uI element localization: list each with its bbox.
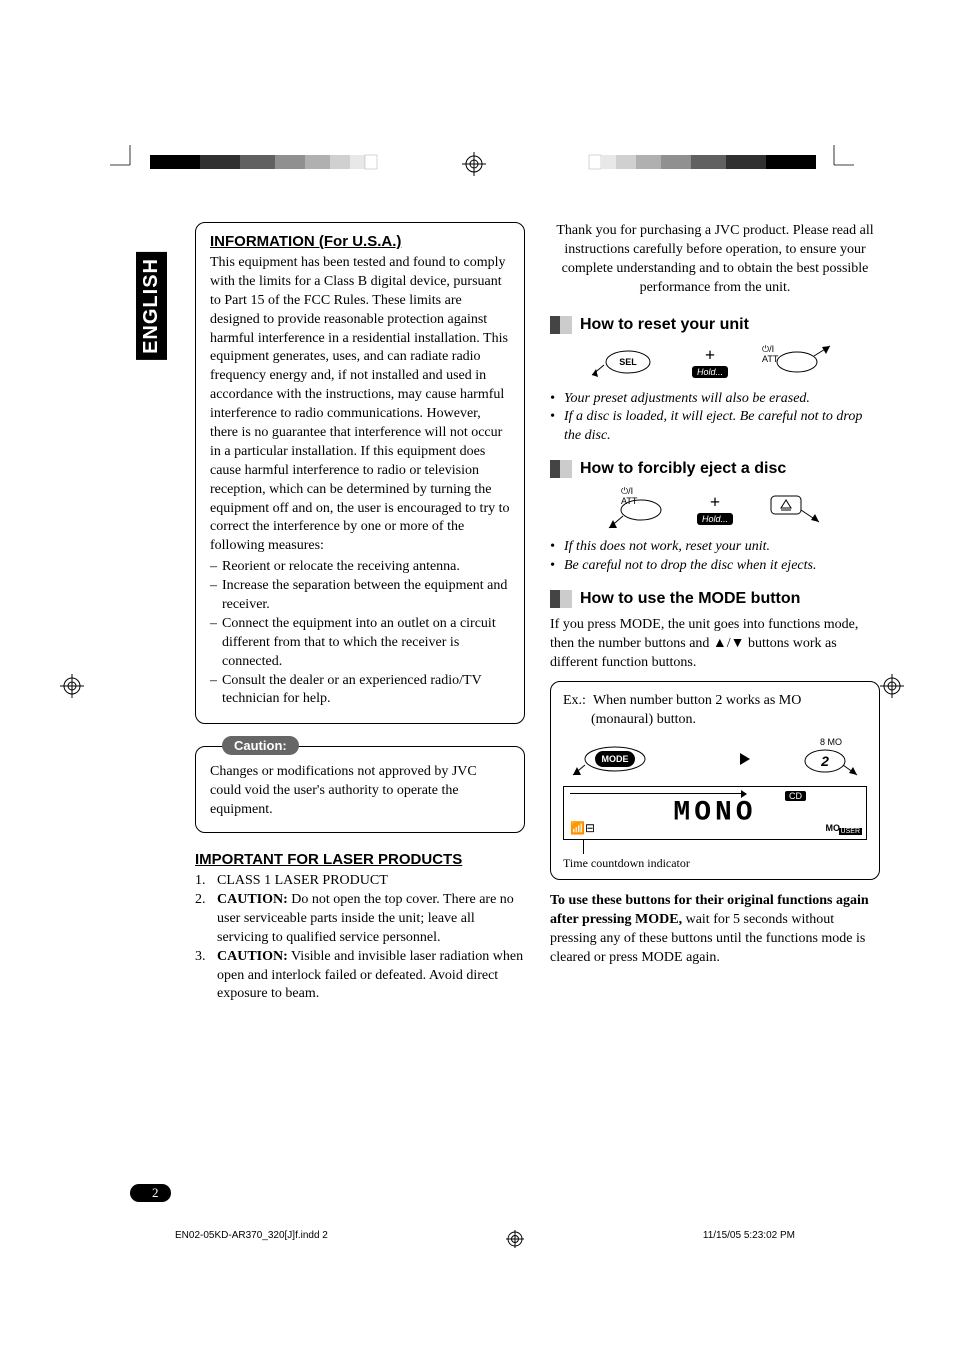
color-calibration-bar-right <box>589 155 819 174</box>
crop-mark-tl <box>110 145 138 178</box>
lcd-caption: Time countdown indicator <box>563 856 867 871</box>
crop-mark-tr <box>826 145 854 178</box>
fcc-measure: Increase the separation between the equi… <box>222 577 510 615</box>
fcc-measure: Connect the equipment into an outlet on … <box>222 615 510 672</box>
svg-text:SEL: SEL <box>619 357 637 367</box>
reset-bullets: •Your preset adjustments will also be er… <box>550 390 880 447</box>
footer-timestamp: 11/15/05 5:23:02 PM <box>703 1230 795 1248</box>
eject-button-icon <box>757 486 827 530</box>
lcd-display: CD MONO MO USER 📶⊟ <box>563 786 867 840</box>
registration-mark-right <box>880 674 904 703</box>
page-number: 2 <box>130 1184 171 1202</box>
reset-bullet: If a disc is loaded, it will eject. Be c… <box>564 408 880 446</box>
svg-text:2: 2 <box>820 753 829 769</box>
reset-header: How to reset your unit <box>550 316 880 334</box>
fcc-measure: Consult the dealer or an experienced rad… <box>222 672 510 710</box>
svg-text:⏻/I: ⏻/I <box>621 486 633 496</box>
lcd-antenna-icon: 📶⊟ <box>570 821 595 835</box>
section-marker-icon <box>550 460 572 478</box>
mode-title: How to use the MODE button <box>580 590 800 608</box>
registration-mark-bottom <box>506 1230 524 1248</box>
language-tab: ENGLISH <box>136 252 167 360</box>
fcc-measure: Reorient or relocate the receiving anten… <box>222 558 460 577</box>
arrow-right-icon <box>710 750 750 768</box>
plus-icon: + <box>697 492 733 513</box>
svg-text:MODE: MODE <box>602 754 629 764</box>
color-calibration-bar-left <box>150 155 380 174</box>
svg-text:⏻/I: ⏻/I <box>762 344 774 354</box>
reset-title: How to reset your unit <box>580 316 749 334</box>
eject-bullet: Be careful not to drop the disc when it … <box>564 557 816 576</box>
fcc-measures-list: –Reorient or relocate the receiving ante… <box>210 558 510 709</box>
eject-title: How to forcibly eject a disc <box>580 460 786 478</box>
laser-title: IMPORTANT FOR LASER PRODUCTS <box>195 851 525 868</box>
laser-item-text: CLASS 1 LASER PRODUCT <box>217 873 388 888</box>
print-footer: EN02-05KD-AR370_320[J]f.indd 2 11/15/05 … <box>175 1230 795 1248</box>
section-marker-icon <box>550 316 572 334</box>
eject-header: How to forcibly eject a disc <box>550 460 880 478</box>
eject-diagram: ⏻/I ATT + Hold... <box>550 486 880 530</box>
section-marker-icon <box>550 590 572 608</box>
fcc-title: INFORMATION (For U.S.A.) <box>210 233 510 250</box>
hold-badge: Hold... <box>692 366 728 378</box>
registration-mark-top <box>462 152 486 181</box>
lcd-cd-badge: CD <box>785 791 806 801</box>
reset-diagram: SEL + Hold... ⏻/I ATT <box>550 342 880 382</box>
left-column: INFORMATION (For U.S.A.) This equipment … <box>195 222 525 1004</box>
number-2-button-icon: 2 <box>803 747 859 775</box>
mode-button-icon: MODE MODE <box>571 743 657 775</box>
fcc-information-box: INFORMATION (For U.S.A.) This equipment … <box>195 222 525 724</box>
registration-mark-left <box>60 674 84 703</box>
lcd-user-badge: USER <box>839 828 862 835</box>
mode-intro: If you press MODE, the unit goes into fu… <box>550 616 880 673</box>
num-btn-label: 8 MO <box>803 737 859 747</box>
eject-bullets: •If this does not work, reset your unit.… <box>550 538 880 576</box>
svg-text:ATT: ATT <box>762 354 779 364</box>
caution-box: Caution: Changes or modifications not ap… <box>195 746 525 833</box>
att-button-icon: ⏻/I ATT <box>752 342 832 382</box>
sel-button-icon: SEL <box>598 345 668 379</box>
eject-bullet: If this does not work, reset your unit. <box>564 538 770 557</box>
lcd-main-text: MONO <box>673 798 756 829</box>
caution-badge: Caution: <box>222 736 299 755</box>
mode-example-text: Ex.: When number button 2 works as MO (m… <box>563 692 867 730</box>
caution-body: Changes or modifications not approved by… <box>210 763 510 820</box>
reset-bullet: Your preset adjustments will also be era… <box>564 390 810 409</box>
plus-icon: + <box>692 345 728 366</box>
att-button-icon: ⏻/I ATT <box>603 486 673 530</box>
hold-badge: Hold... <box>697 513 733 525</box>
mode-header: How to use the MODE button <box>550 590 880 608</box>
footer-filename: EN02-05KD-AR370_320[J]f.indd 2 <box>175 1230 328 1248</box>
laser-list: 1.CLASS 1 LASER PRODUCT 2.CAUTION: Do no… <box>195 872 525 1004</box>
mode-outro: To use these buttons for their original … <box>550 892 880 968</box>
right-column: Thank you for purchasing a JVC product. … <box>550 222 880 968</box>
mode-example-box: Ex.: When number button 2 works as MO (m… <box>550 681 880 881</box>
fcc-body: This equipment has been tested and found… <box>210 254 510 556</box>
thanks-text: Thank you for purchasing a JVC product. … <box>550 222 880 298</box>
